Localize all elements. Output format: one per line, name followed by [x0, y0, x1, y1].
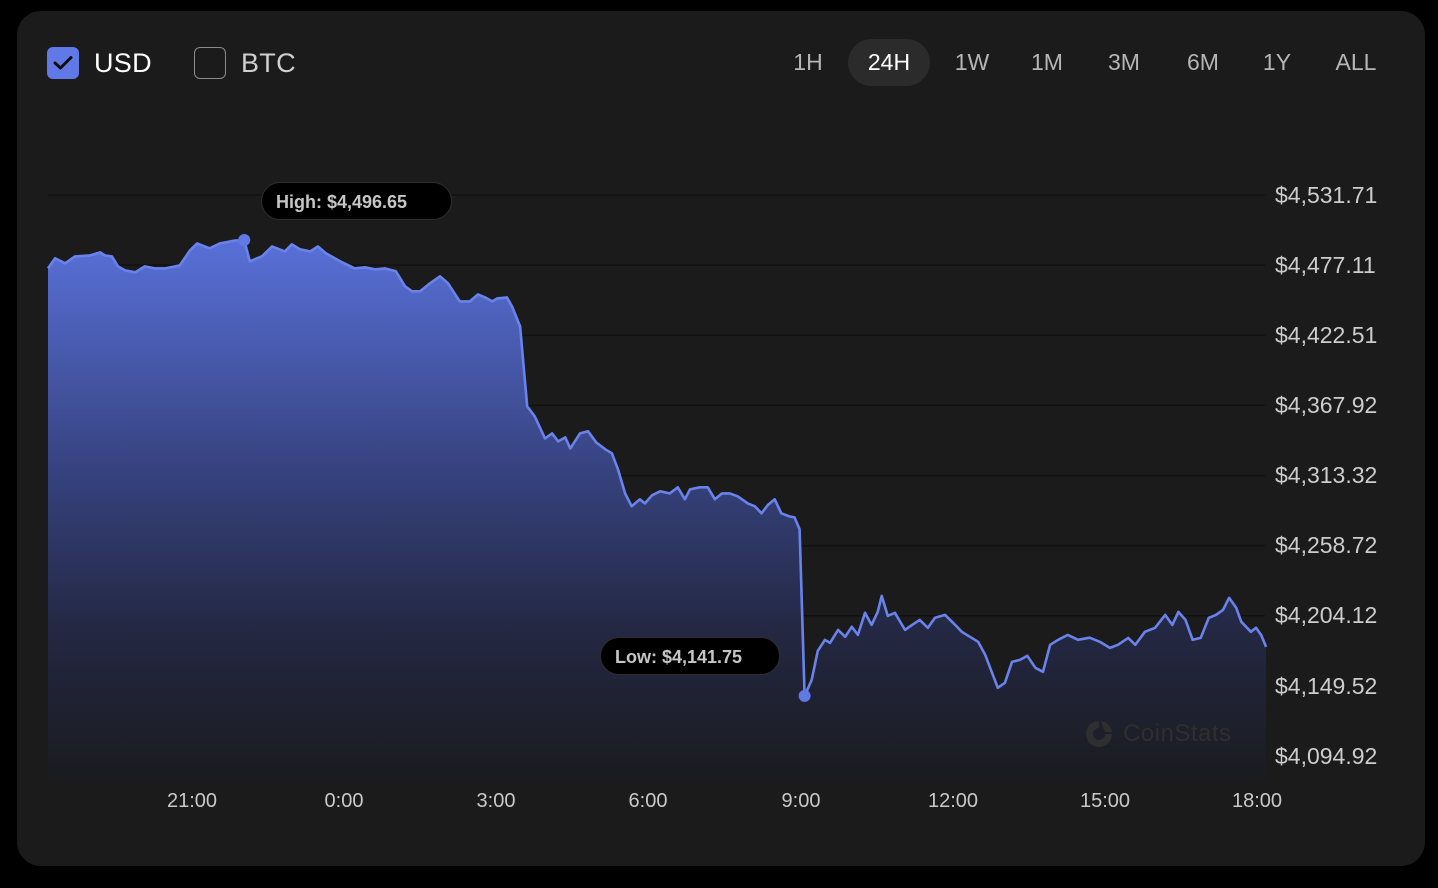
- price-line: [46, 238, 1268, 698]
- y-tick: $4,204.12: [1275, 602, 1378, 628]
- low-tooltip: Low: $4,141.75: [600, 637, 780, 675]
- x-tick: 12:00: [927, 790, 979, 812]
- low-marker[interactable]: [798, 689, 811, 702]
- checkbox-unchecked[interactable]: [194, 47, 226, 79]
- x-tick: 3:00: [476, 790, 516, 812]
- high-tooltip: High: $4,496.65: [261, 182, 452, 220]
- btc-label: BTC: [241, 47, 296, 78]
- range-1m[interactable]: 1M: [1031, 49, 1063, 75]
- checkbox-checked[interactable]: [47, 47, 79, 79]
- checkmark-icon: [53, 56, 73, 70]
- y-tick: $4,094.92: [1275, 743, 1378, 769]
- usd-label: USD: [94, 47, 152, 78]
- x-tick: 9:00: [781, 790, 821, 812]
- y-tick: $4,367.92: [1275, 392, 1378, 418]
- range-1y[interactable]: 1Y: [1262, 49, 1292, 75]
- range-6m[interactable]: 6M: [1187, 49, 1219, 75]
- y-tick: $4,149.52: [1275, 673, 1378, 699]
- range-1w[interactable]: 1W: [954, 49, 990, 75]
- y-tick: $4,258.72: [1275, 532, 1378, 558]
- y-tick: $4,531.71: [1275, 182, 1378, 208]
- coinstats-logo-icon: [1086, 721, 1112, 747]
- range-1h[interactable]: 1H: [793, 49, 823, 75]
- btc-checkbox[interactable]: BTC: [194, 47, 296, 79]
- range-all[interactable]: ALL: [1335, 49, 1377, 75]
- high-marker[interactable]: [238, 234, 251, 247]
- y-tick: $4,422.51: [1275, 322, 1378, 348]
- range-24h[interactable]: 24H: [848, 39, 930, 86]
- x-tick: 15:00: [1079, 790, 1131, 812]
- coinstats-watermark: CoinStats: [1083, 718, 1232, 750]
- x-tick: 18:00: [1231, 790, 1283, 812]
- range-3m[interactable]: 3M: [1108, 49, 1140, 75]
- usd-checkbox[interactable]: USD: [47, 47, 152, 79]
- x-tick: 6:00: [628, 790, 668, 812]
- area-fill: [48, 240, 1267, 778]
- x-tick: 0:00: [324, 790, 364, 812]
- watermark-text: CoinStats: [1123, 720, 1232, 747]
- y-tick: $4,313.32: [1275, 462, 1378, 488]
- y-tick: $4,477.11: [1275, 252, 1376, 278]
- x-tick: 21:00: [166, 790, 218, 812]
